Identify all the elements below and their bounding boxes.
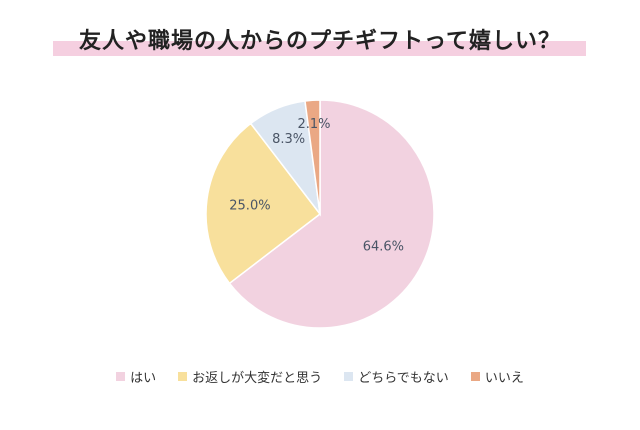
legend-swatch-hai	[116, 372, 126, 381]
legend-label-iie: いいえ	[484, 371, 524, 386]
pie-slice-iie	[304, 99, 321, 215]
chart-title: 友人や職場の人からのプチギフトって嬉しい？	[79, 29, 561, 54]
legend-swatch-dochira	[344, 372, 354, 381]
legend-item-hai: はい	[116, 367, 156, 386]
data-label-hai: 64.6%	[363, 239, 404, 254]
title-highlight-band	[53, 41, 586, 56]
legend-item-iie: いいえ	[470, 367, 524, 386]
data-label-okaeshi: 25.0%	[229, 199, 270, 214]
pie-slice-hai	[228, 99, 435, 329]
legend-label-okaeshi: お返しが大変だと思う	[192, 371, 323, 386]
legend-label-hai: はい	[130, 371, 157, 386]
legend-swatch-iie	[470, 372, 480, 381]
data-label-dochira: 8.3%	[272, 132, 305, 147]
legend: はい お返しが大変だと思う どちらでもない いいえ	[0, 367, 640, 386]
legend-label-dochira: どちらでもない	[358, 371, 449, 386]
legend-swatch-okaeshi	[178, 372, 188, 381]
pie-slice-okaeshi	[205, 122, 322, 285]
legend-item-dochira: どちらでもない	[344, 367, 449, 386]
legend-item-okaeshi: お返しが大変だと思う	[178, 367, 322, 386]
data-label-iie: 2.1%	[297, 117, 330, 132]
